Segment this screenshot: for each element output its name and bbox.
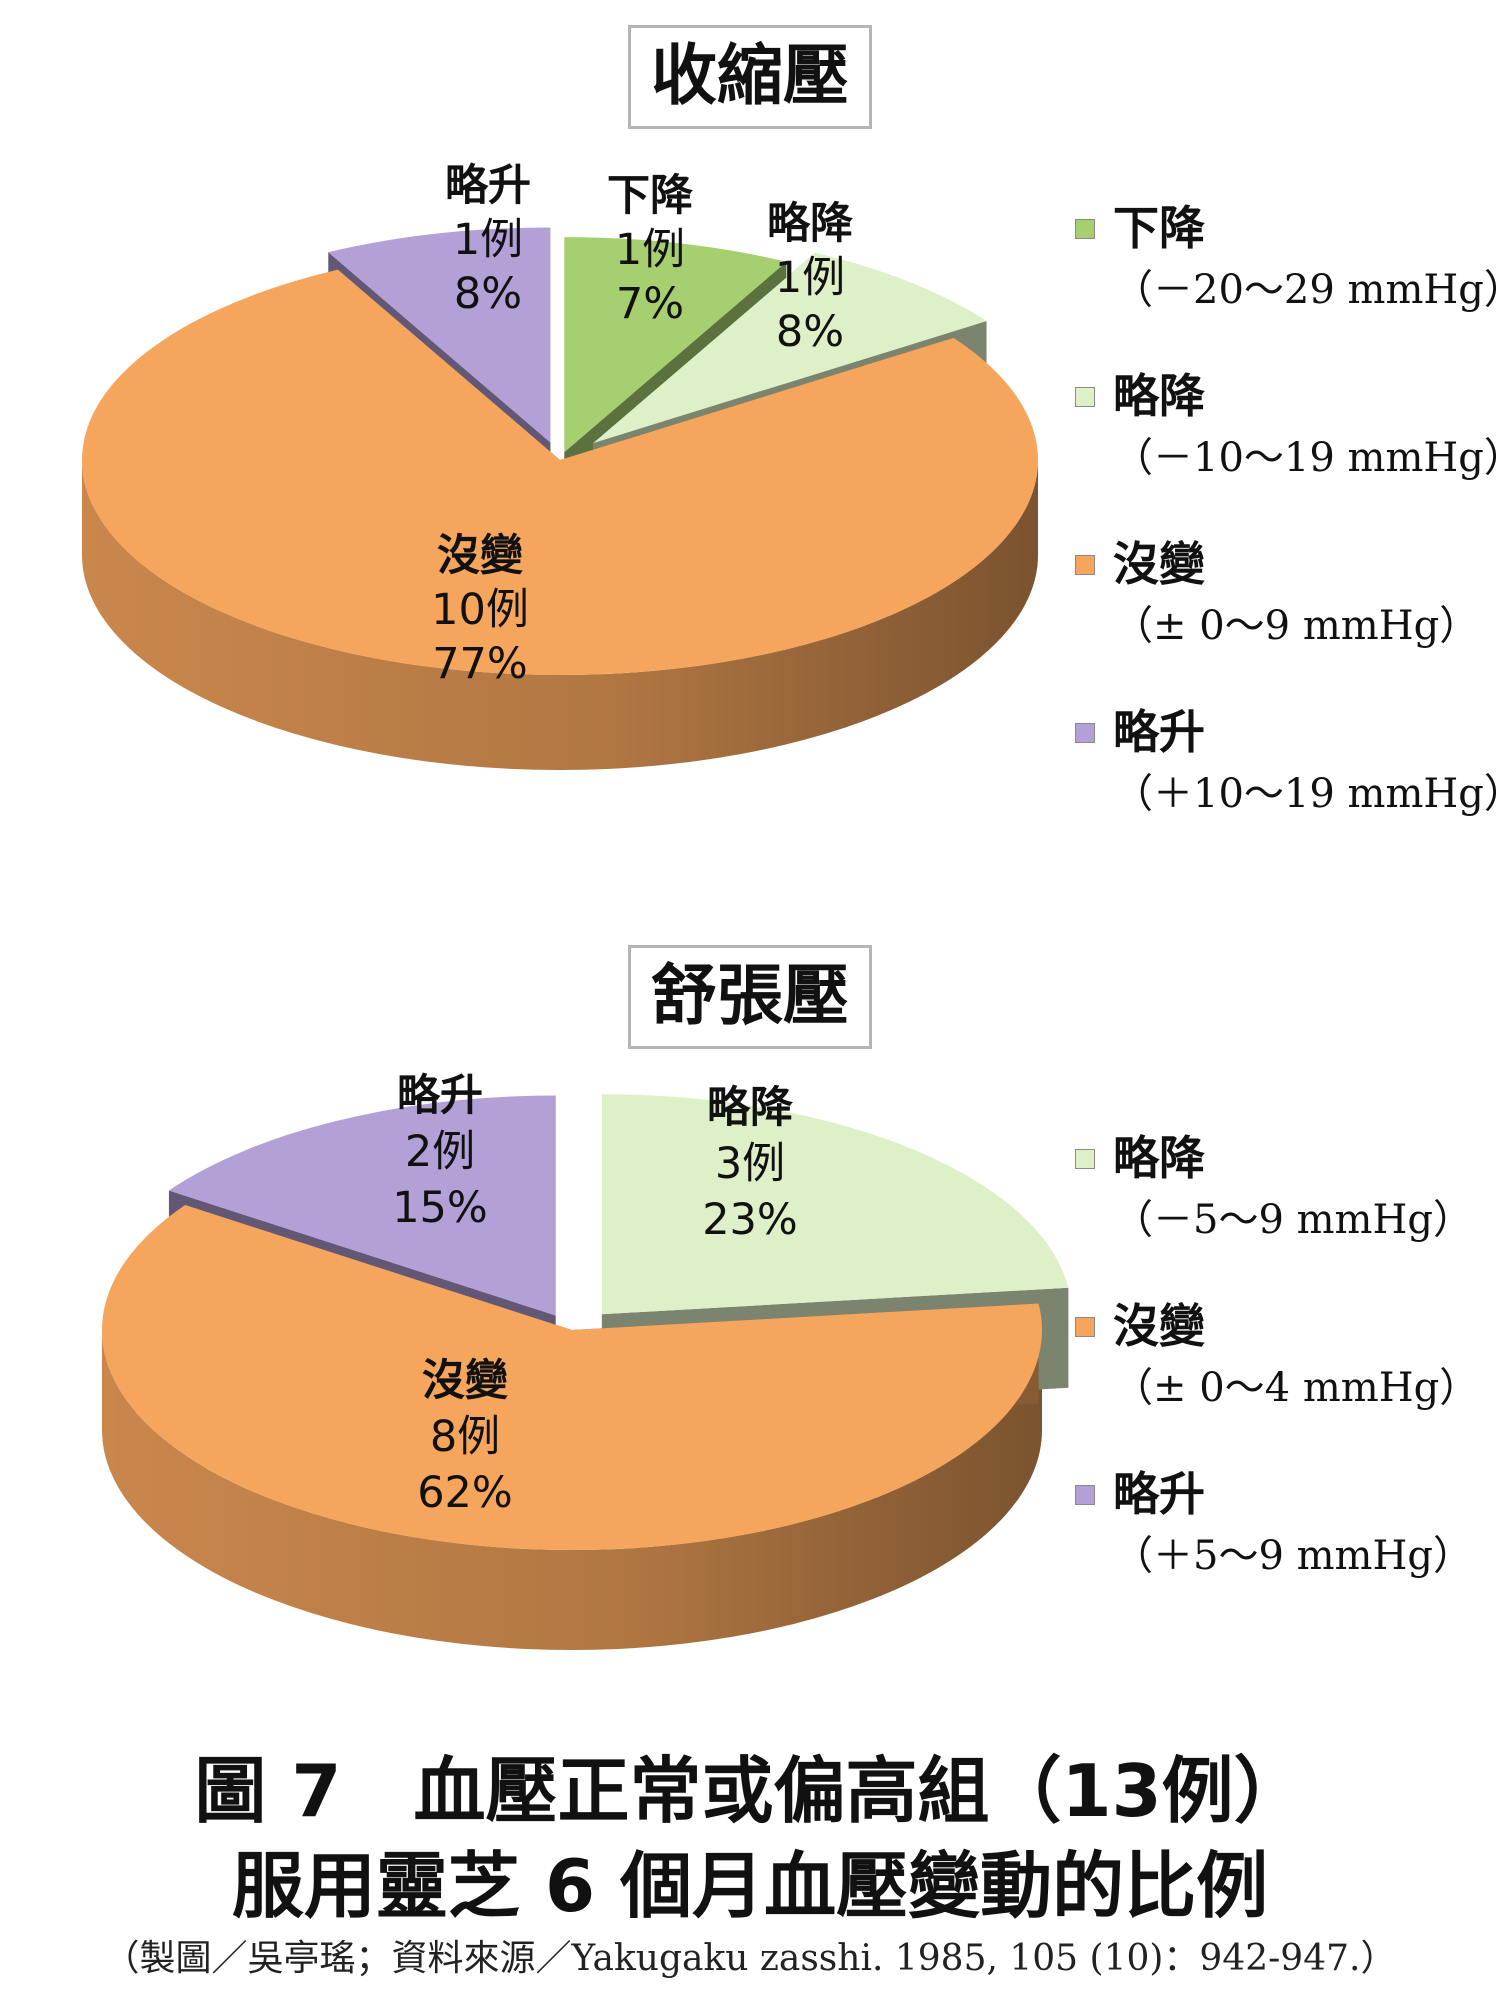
pie-label-1-1-percent-label: 7% [616, 279, 684, 329]
pie-slice-沒變 [101, 1205, 1043, 1551]
pie-label-1-4-count-label: 1例 [453, 215, 523, 265]
legend-swatch [1075, 1149, 1095, 1169]
pie-chart-diastolic: 略降 3例 23% 沒變 8例 62% 略升 2例 15% [101, 1071, 1069, 1650]
legend-range: （＋10～19 mmHg） [1113, 771, 1500, 817]
pie-slice-沒變 [81, 269, 1038, 675]
pie-label-2-1-count-label: 3例 [715, 1139, 785, 1189]
pie-label-1-3-count-label: 10例 [431, 585, 529, 635]
legend-swatch [1075, 387, 1095, 407]
pie-label-1-4-label: 略升 [445, 161, 531, 211]
pie-label-2-1-percent-label: 23% [702, 1195, 798, 1245]
legend-swatch [1075, 555, 1095, 575]
legend-range: （－20～29 mmHg） [1113, 267, 1500, 313]
pie-label-1-2-count-label: 1例 [775, 253, 845, 303]
pie-label-1-2-label: 略降 [767, 199, 853, 249]
figure-caption-line-2: 服用靈芝 6 個月血壓變動的比例 [231, 1844, 1269, 1928]
pie-side-2-2 [102, 1330, 1042, 1650]
legend-range: （－5～9 mmHg） [1113, 1197, 1473, 1243]
legend-label: 略降 [1113, 1131, 1205, 1185]
legend-label: 沒變 [1113, 537, 1205, 591]
pie-slice-略降 [593, 252, 987, 444]
pie-label-2-2-count-label: 8例 [430, 1412, 500, 1462]
legend-label: 沒變 [1113, 1299, 1205, 1353]
pie-label-1-3-label: 沒變 [437, 531, 523, 581]
pie-label-2-3-percent-label: 15% [392, 1183, 488, 1233]
legend-label: 略升 [1113, 705, 1205, 759]
pie-label-2-1-label: 略降 [707, 1083, 793, 1133]
pie-slice-略升 [328, 227, 551, 443]
pie-label-1-3-percent-label: 77% [432, 639, 528, 689]
legend-swatch [1075, 723, 1095, 743]
figure-caption-line-1: 圖 7 血壓正常或偏高組（13例） [194, 1749, 1306, 1833]
pie-slice-下降 [564, 237, 787, 453]
legend-range: （－10～19 mmHg） [1113, 435, 1500, 481]
legend-label: 略升 [1113, 1467, 1205, 1521]
legend-range: （± 0～9 mmHg） [1113, 603, 1480, 649]
legend-label: 下降 [1113, 201, 1205, 255]
pie-label-1-4-percent-label: 8% [454, 269, 522, 319]
pie-label-2-2-percent-label: 62% [417, 1468, 513, 1518]
pie-label-2-3-count-label: 2例 [405, 1127, 475, 1177]
legend-range: （± 0～4 mmHg） [1113, 1365, 1480, 1411]
pie-label-1-1-count-label: 1例 [615, 225, 685, 275]
legend-label: 略降 [1113, 369, 1205, 423]
pie-label-1-1-label: 下降 [607, 171, 693, 221]
legend-range: （＋5～9 mmHg） [1113, 1533, 1473, 1579]
pie-label-1-2-percent-label: 8% [776, 307, 844, 357]
legend-swatch [1075, 219, 1095, 239]
pie-slice-略降 [601, 1094, 1069, 1315]
pie-label-2-3-label: 略升 [397, 1071, 483, 1121]
pie-label-2-2-label: 沒變 [422, 1356, 508, 1406]
legend-swatch [1075, 1317, 1095, 1337]
pie-slice-略升 [168, 1095, 556, 1316]
pie-side-1-3 [82, 460, 1038, 770]
figure-source-note: （製圖／吳亭瑤；資料來源／Yakugaku zasshi. 1985, 105 … [103, 1938, 1397, 1979]
legend-swatch [1075, 1485, 1095, 1505]
